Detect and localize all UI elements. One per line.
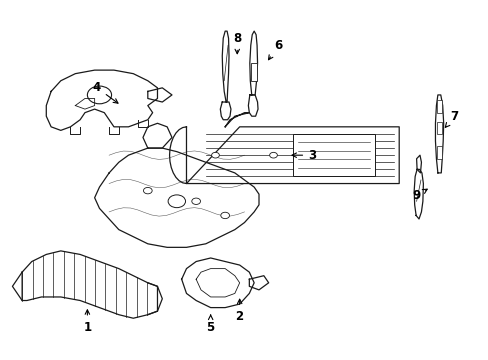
Circle shape: [269, 152, 277, 158]
Polygon shape: [169, 127, 398, 184]
Text: 9: 9: [411, 189, 427, 202]
Polygon shape: [416, 155, 421, 173]
Circle shape: [221, 212, 229, 219]
Bar: [436, 146, 441, 159]
Polygon shape: [224, 113, 249, 127]
Text: 1: 1: [83, 310, 91, 334]
Polygon shape: [413, 169, 423, 219]
Circle shape: [168, 195, 185, 208]
Text: 7: 7: [445, 110, 458, 127]
Polygon shape: [249, 276, 268, 290]
Circle shape: [143, 188, 152, 194]
Bar: [292, 134, 374, 176]
Polygon shape: [142, 123, 172, 148]
Circle shape: [211, 152, 219, 158]
Polygon shape: [46, 70, 157, 130]
Polygon shape: [222, 31, 228, 102]
Text: 8: 8: [233, 32, 241, 54]
Polygon shape: [95, 148, 259, 247]
Text: 2: 2: [235, 299, 243, 323]
Polygon shape: [248, 95, 258, 116]
Text: 5: 5: [206, 315, 214, 334]
Text: 6: 6: [268, 39, 282, 60]
Circle shape: [87, 86, 111, 104]
Polygon shape: [181, 258, 254, 307]
Circle shape: [191, 198, 200, 204]
Text: 3: 3: [291, 149, 316, 162]
Bar: [436, 122, 441, 134]
Text: 4: 4: [93, 81, 118, 103]
Polygon shape: [435, 95, 443, 173]
Bar: [436, 100, 441, 113]
Polygon shape: [147, 88, 172, 102]
Polygon shape: [22, 251, 157, 318]
Bar: [251, 63, 256, 81]
Polygon shape: [249, 31, 257, 95]
Polygon shape: [220, 102, 230, 120]
